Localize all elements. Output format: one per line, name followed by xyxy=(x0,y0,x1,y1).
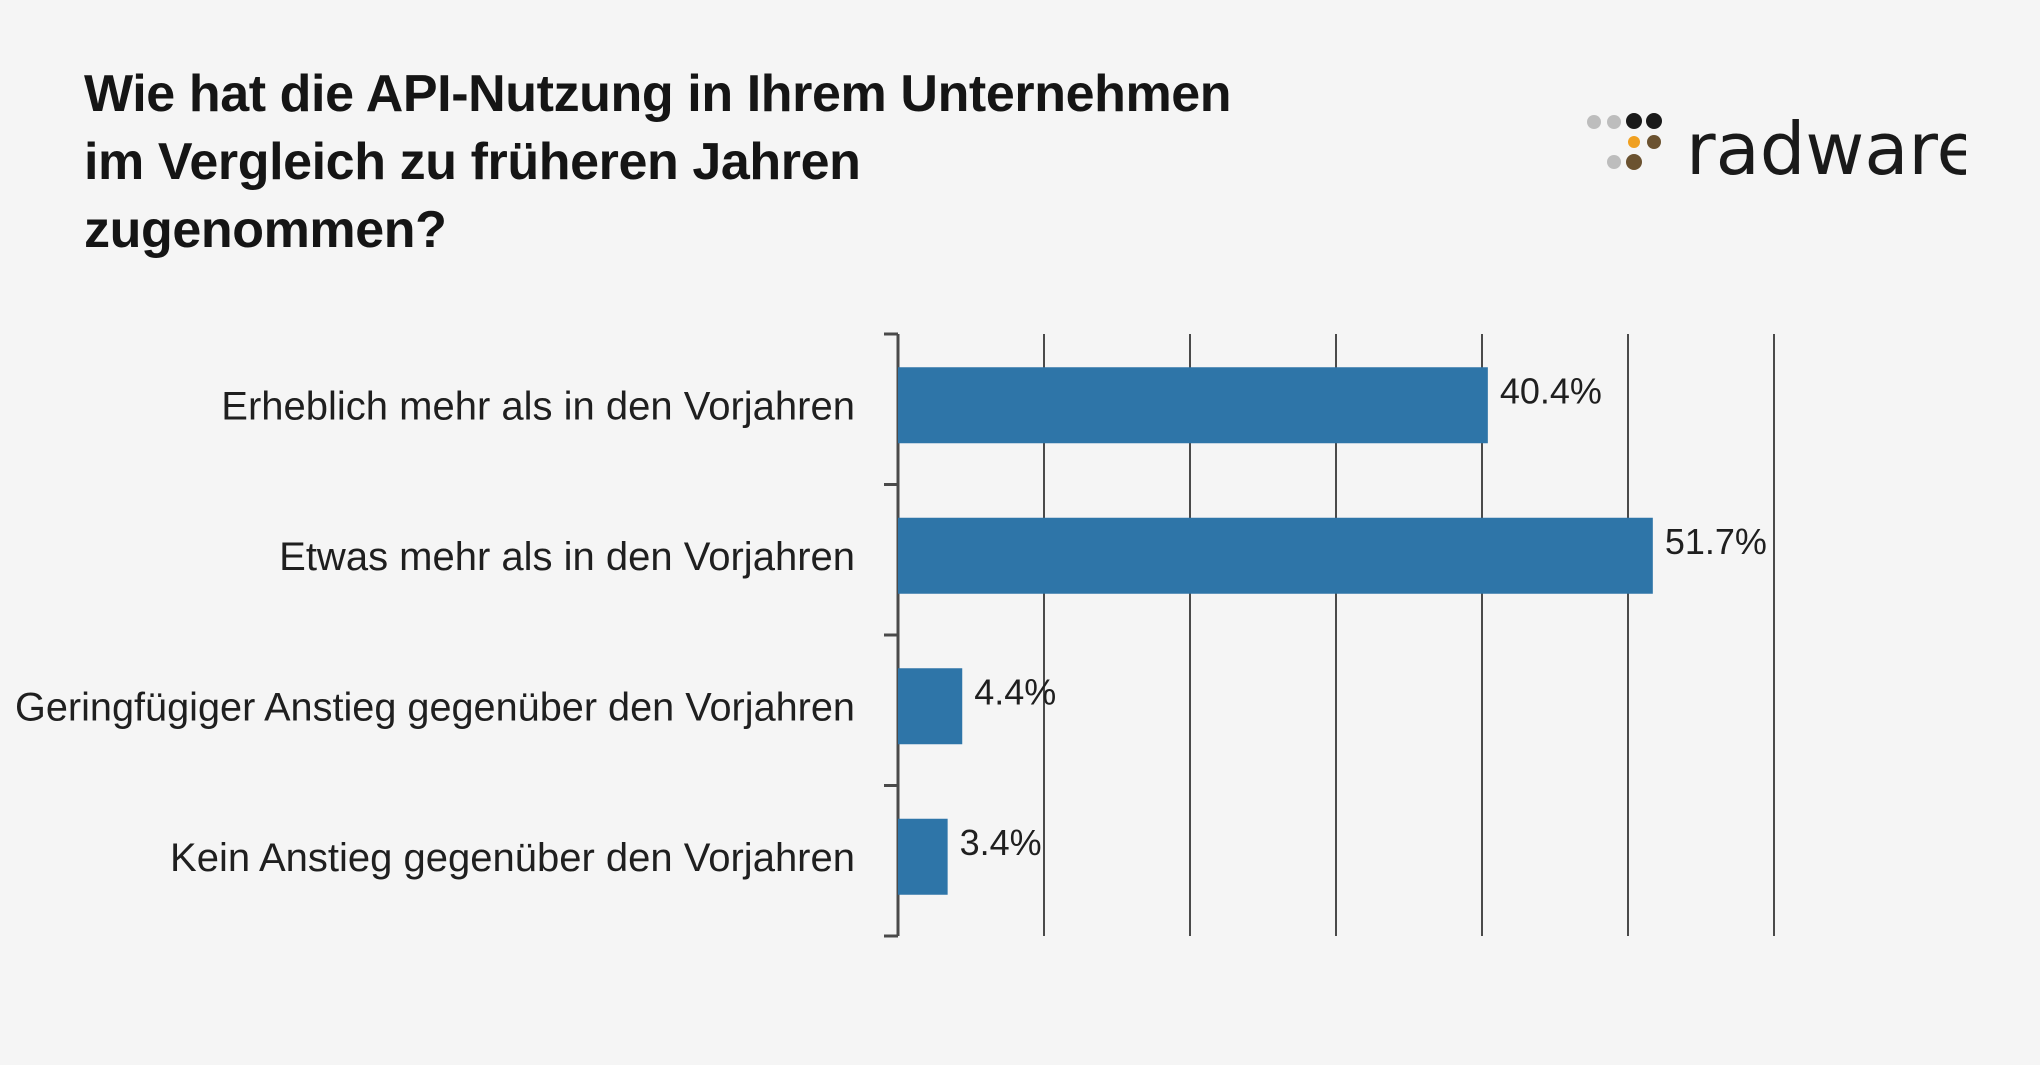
y-axis xyxy=(884,332,900,938)
value-label-2: 51.7% xyxy=(1665,521,1767,562)
radware-logo: radware xyxy=(1586,104,1966,190)
category-labels: Erheblich mehr als in den Vorjahren Etwas… xyxy=(15,384,855,880)
bar-4 xyxy=(898,818,948,895)
bars xyxy=(898,367,1653,895)
value-label-1: 40.4% xyxy=(1500,370,1602,411)
category-label-3: Geringfügiger Anstieg gegenüber den Vorj… xyxy=(15,685,855,729)
radware-dots-icon xyxy=(1587,113,1662,170)
value-label-4: 3.4% xyxy=(960,822,1042,863)
page-title: Wie hat die API-Nutzung in Ihrem Unterne… xyxy=(84,65,1232,259)
bar-3 xyxy=(898,668,963,745)
logo-wordmark: radware xyxy=(1686,107,1966,190)
bar-chart: Erheblich mehr als in den Vorjahren Etwas… xyxy=(15,332,1775,938)
radware-logo-graphic: radware xyxy=(1587,107,1966,190)
category-label-4: Kein Anstieg gegenüber den Vorjahren xyxy=(170,836,855,880)
bar-2 xyxy=(898,517,1653,594)
bar-1 xyxy=(898,367,1488,444)
category-label-1: Erheblich mehr als in den Vorjahren xyxy=(221,384,855,428)
value-labels: 40.4% 51.7% 4.4% 3.4% xyxy=(960,370,1767,863)
value-label-3: 4.4% xyxy=(974,671,1056,712)
category-label-2: Etwas mehr als in den Vorjahren xyxy=(279,535,855,579)
